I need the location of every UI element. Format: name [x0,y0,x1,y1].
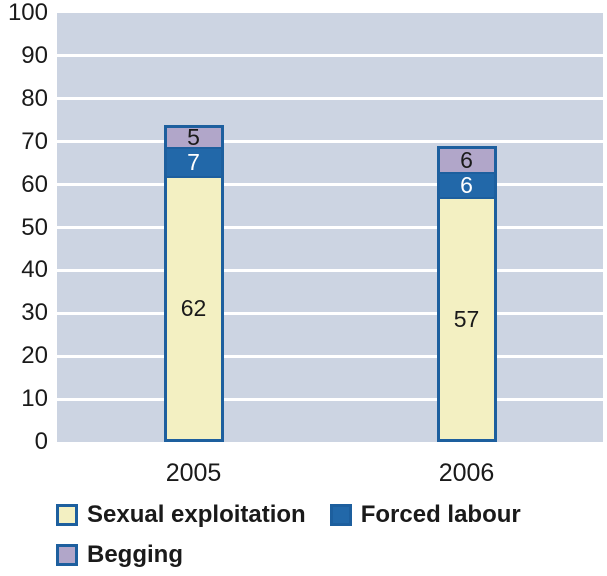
legend-label: Forced labour [360,501,521,528]
legend: Sexual exploitation Forced labour Begging [56,501,598,569]
gridline-50 [57,226,603,229]
legend-item-sexual-exploitation: Sexual exploitation [56,501,306,529]
bar-2005: 5 7 62 [163,123,224,442]
gridline-10 [57,397,603,401]
x-tick-label-2005: 2005 [165,459,222,487]
bar-value-label: 62 [180,295,207,321]
bar-segment-forced-labour-2005: 7 [166,148,221,179]
gridline-20 [57,354,603,358]
y-tick-label-70: 70 [21,127,48,155]
bar-segment-begging-2005: 5 [166,123,221,150]
legend-swatch-icon [56,504,78,526]
gridline-90 [57,54,603,58]
y-tick-label-20: 20 [21,342,48,370]
y-tick-label-0: 0 [34,428,48,455]
bar-2006: 6 6 57 [436,146,497,442]
legend-label: Begging [87,541,183,568]
gridline-60 [57,183,603,187]
y-tick-label-40: 40 [21,256,48,284]
plot-area: 5 7 62 6 6 57 [57,13,603,442]
bar-segment-sexual-exploitation-2005: 62 [166,178,221,439]
bar-value-label: 6 [460,147,473,174]
legend-item-forced-labour: Forced labour [329,501,521,529]
legend-label: Sexual exploitation [87,501,306,528]
y-tick-label-10: 10 [21,385,48,413]
bar-segment-begging-2006: 6 [439,147,494,175]
gridline-30 [57,311,603,315]
gridline-80 [57,97,603,101]
y-tick-label-90: 90 [21,41,48,69]
bar-value-label: 7 [187,148,200,175]
bar-segment-sexual-exploitation-2006: 57 [439,199,494,439]
legend-swatch-icon [56,544,78,566]
y-tick-label-80: 80 [21,84,48,112]
legend-item-begging: Begging [56,541,183,569]
bar-segment-forced-labour-2006: 6 [439,172,494,200]
y-tick-label-60: 60 [21,170,48,198]
gridline-40 [57,268,603,272]
y-tick-label-50: 50 [21,213,48,241]
y-tick-label-30: 30 [21,299,48,327]
legend-swatch-icon [329,504,352,526]
bar-value-label: 5 [187,123,200,150]
bar-value-label: 57 [453,305,480,332]
y-tick-label-100: 100 [7,0,48,26]
gridline-70 [57,140,603,144]
bar-value-label: 6 [460,172,473,199]
x-tick-label-2006: 2006 [438,459,495,487]
